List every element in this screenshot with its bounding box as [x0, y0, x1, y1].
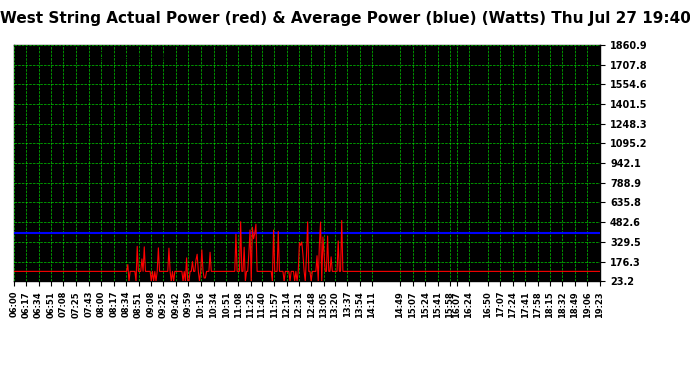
Text: West String Actual Power (red) & Average Power (blue) (Watts) Thu Jul 27 19:40: West String Actual Power (red) & Average… [0, 11, 690, 26]
Text: Copyright 2006 Cartronics.com: Copyright 2006 Cartronics.com [19, 52, 172, 62]
